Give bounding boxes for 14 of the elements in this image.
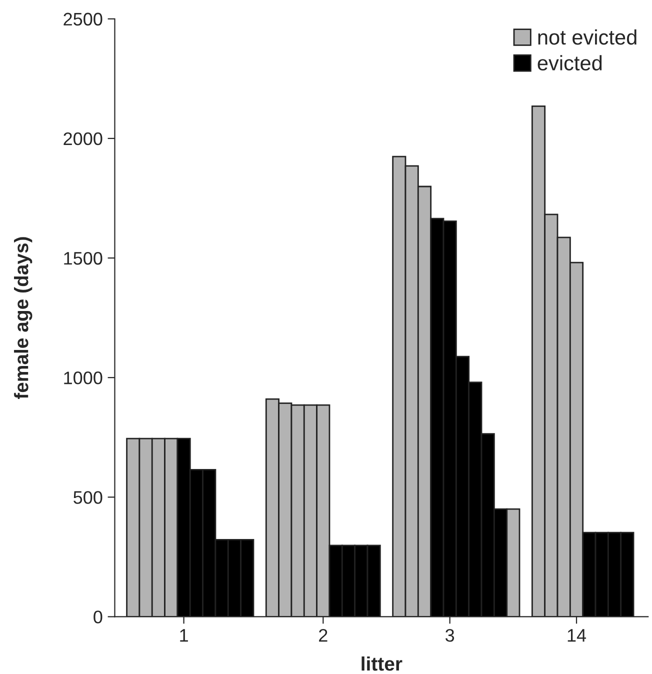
x-tick-label: 14 <box>568 629 586 642</box>
y-tick-label: 1500 <box>64 252 102 265</box>
x-axis-title: litter <box>362 656 402 671</box>
y-tick-label: 0 <box>94 610 102 624</box>
y-axis-title: female age (days) <box>14 237 32 400</box>
y-tick-label: 1000 <box>64 372 102 384</box>
legend-label: evicted <box>538 55 602 70</box>
x-tick-label: 2 <box>319 628 328 642</box>
y-tick-label: 2000 <box>64 132 102 146</box>
legend-label: not evicted <box>538 29 636 45</box>
y-tick-label: 500 <box>74 491 102 504</box>
x-tick-label: 1 <box>180 629 188 642</box>
x-tick-label: 3 <box>445 628 454 642</box>
y-tick-label: 2500 <box>64 12 102 26</box>
